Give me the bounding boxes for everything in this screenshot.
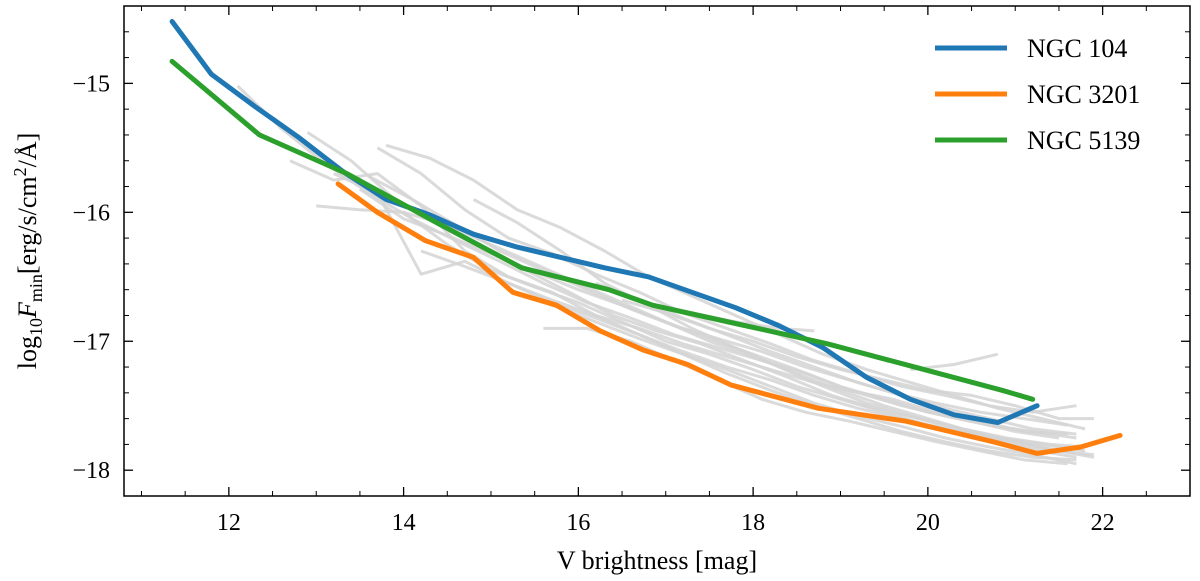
series-line-ngc-104 bbox=[169, 19, 1040, 425]
y-axis-label: log10Fmin[erg/s/cm2/Å] bbox=[10, 133, 46, 370]
legend-label-ngc-3201: NGC 3201 bbox=[1027, 80, 1140, 109]
x-tick-label-14: 14 bbox=[392, 510, 416, 536]
background-series-line-19 bbox=[971, 430, 1095, 457]
x-tick-label-22: 22 bbox=[1091, 510, 1115, 536]
y-tick-label-2: −17 bbox=[72, 329, 110, 355]
series-line-ngc-5139 bbox=[169, 58, 1036, 402]
background-series-line-8 bbox=[376, 146, 1077, 414]
y-label-units: [erg/s/cm bbox=[13, 176, 42, 274]
x-tick-label-20: 20 bbox=[916, 510, 940, 536]
x-tick-label-18: 18 bbox=[741, 510, 765, 536]
y-label-sub-min: min bbox=[26, 274, 46, 302]
x-tick-label-12: 12 bbox=[217, 510, 241, 536]
y-label-sup-2: 2 bbox=[10, 167, 30, 176]
y-tick-label-3: −18 bbox=[72, 458, 110, 484]
background-series-line-6 bbox=[359, 187, 1060, 440]
main-series-group bbox=[169, 19, 1123, 456]
y-tick-label-1: −16 bbox=[72, 200, 110, 226]
legend: NGC 104 NGC 3201 NGC 5139 bbox=[935, 34, 1140, 155]
axis-ticks-group: 12 14 16 18 20 22 −15 −16 −17 −18 bbox=[72, 5, 1191, 536]
y-label-sub-10: 10 bbox=[26, 318, 46, 336]
x-tick-label-16: 16 bbox=[566, 510, 590, 536]
series-line-ngc-3201 bbox=[335, 181, 1123, 456]
background-series-line-13 bbox=[507, 288, 1077, 466]
y-label-units-end: /Å] bbox=[13, 133, 42, 168]
y-tick-label-0: −15 bbox=[72, 71, 110, 97]
x-axis-label: V brightness [mag] bbox=[557, 546, 757, 575]
background-series-line-14 bbox=[543, 326, 1068, 466]
y-label-f: F bbox=[13, 301, 42, 319]
legend-label-ngc-104: NGC 104 bbox=[1027, 34, 1127, 63]
background-series-line-1 bbox=[236, 84, 1068, 436]
background-series-line-9 bbox=[385, 143, 1086, 431]
background-series-line-11 bbox=[420, 249, 1077, 462]
legend-label-ngc-5139: NGC 5139 bbox=[1027, 126, 1140, 155]
y-label-log: log bbox=[13, 336, 42, 369]
plot-frame bbox=[123, 5, 1191, 497]
